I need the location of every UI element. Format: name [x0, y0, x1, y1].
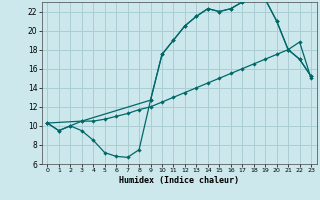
- X-axis label: Humidex (Indice chaleur): Humidex (Indice chaleur): [119, 176, 239, 185]
